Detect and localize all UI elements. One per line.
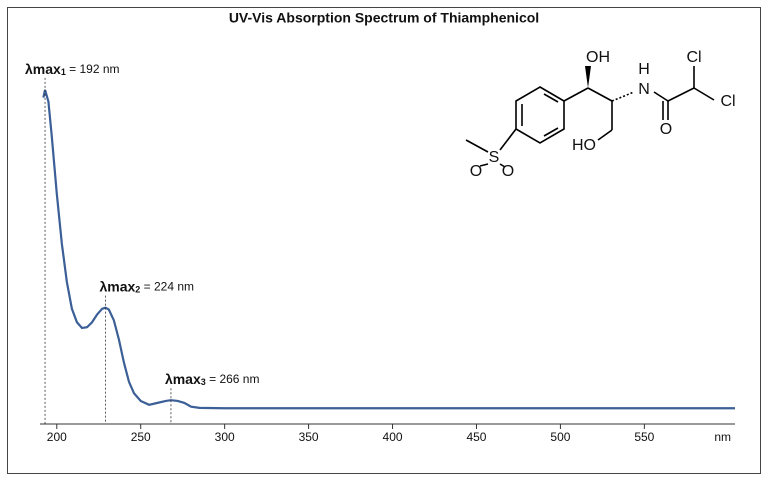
annotation-subscript: 3 [201,378,206,388]
annotation-subscript: 1 [61,67,66,77]
annotation-symbol: λmax [99,278,135,294]
annotation-text: = 266 nm [206,372,260,386]
annotation-subscript: 2 [135,285,140,295]
x-tick-label: 200 [47,430,67,444]
atom-label: O [470,163,482,180]
peak-annotation: λmax1 = 192 nm [25,61,120,78]
atom-label: HO [572,137,596,154]
annotation-symbol: λmax [25,61,61,77]
annotation-text: = 192 nm [66,62,120,76]
x-tick-label: 400 [383,430,403,444]
peak-annotation: λmax2 = 224 nm [99,278,194,295]
chart-title: UV-Vis Absorption Spectrum of Thiampheni… [229,10,539,26]
x-tick-label: 300 [215,430,235,444]
spectrum-line [42,89,735,410]
atom-label: H [638,61,650,78]
atom-label: N [638,81,650,98]
atom-label: Cl [686,49,701,66]
atom-label: OH [586,49,610,66]
atom-label: O [502,163,514,180]
structure [465,66,715,168]
frame [7,7,761,474]
atom-label: Cl [720,93,735,110]
x-tick-label: 550 [634,430,654,444]
x-tick-label: 350 [299,430,319,444]
peak-annotation: λmax3 = 266 nm [165,371,260,388]
annotation-symbol: λmax [165,371,201,387]
x-tick-label: 500 [550,430,570,444]
atom-label: O [660,121,672,138]
annotation-text: = 224 nm [140,280,194,294]
x-tick-label: 250 [131,430,151,444]
x-axis-unit: nm [714,430,731,444]
x-tick-label: 450 [466,430,486,444]
atom-label: S [489,149,500,166]
